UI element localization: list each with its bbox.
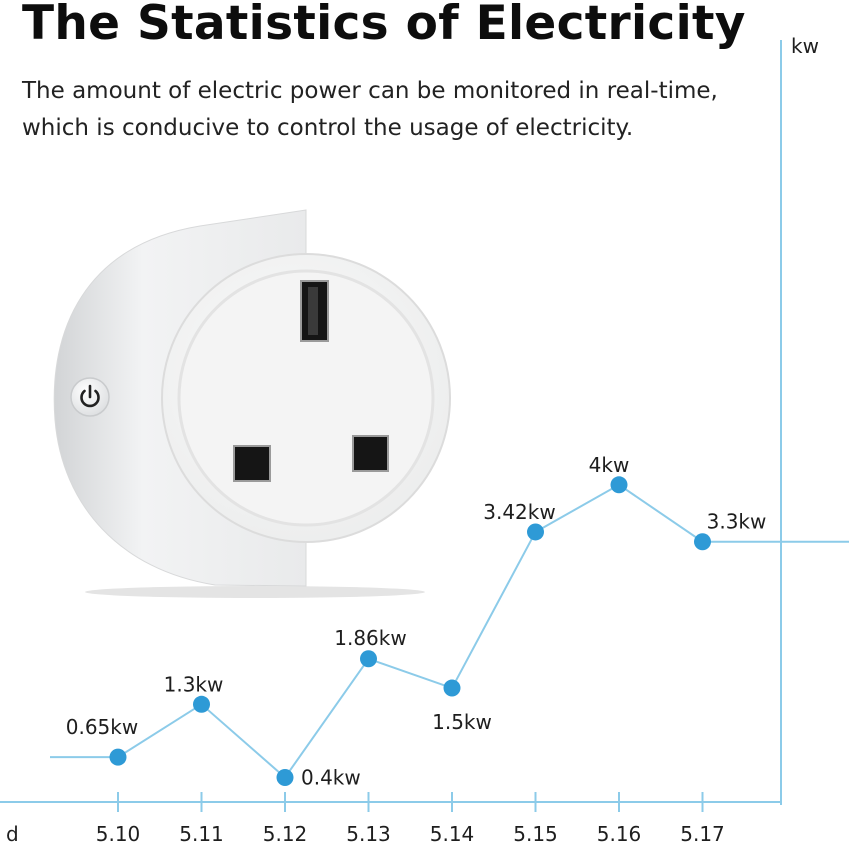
power-icon (80, 384, 100, 408)
data-label: 1.3kw (164, 672, 224, 696)
series-line: 0.65kw 1.3kw 0.4kw 1.86kw 1.5kw 3.42kw 4kw 3.3k… (50, 453, 849, 789)
x-tick-label: 5.12 (263, 822, 308, 846)
x-tick-label: 5.15 (513, 822, 558, 846)
smart-plug-illustration (53, 209, 451, 598)
data-label: 3.42kw (483, 500, 555, 524)
data-label: 1.5kw (432, 710, 492, 734)
x-tick-label: 5.17 (680, 822, 725, 846)
x-tick-label: 5.13 (346, 822, 391, 846)
x-axis-label: d (6, 822, 19, 846)
data-label: 1.86kw (334, 626, 406, 650)
data-point (360, 650, 377, 668)
data-point (276, 768, 294, 786)
data-label: 0.65kw (66, 715, 138, 739)
page-title: The Statistics of Electricity (22, 0, 746, 51)
x-tick-label: 5.14 (430, 822, 475, 846)
data-point (527, 523, 544, 541)
x-tick-label: 5.16 (597, 822, 642, 846)
subtitle-line-1: The amount of electric power can be moni… (22, 78, 718, 104)
data-label: 3.3kw (707, 510, 767, 534)
data-label: 0.4kw (301, 765, 361, 789)
series-path (50, 483, 849, 779)
data-label: 4kw (589, 453, 630, 477)
data-point (694, 533, 711, 551)
neutral-pin-slot (352, 435, 389, 472)
page-subtitle: The amount of electric power can be moni… (22, 73, 782, 147)
x-tick-label: 5.10 (96, 822, 141, 846)
x-tick-label: 5.11 (179, 822, 224, 846)
subtitle-line-2: which is conducive to control the usage … (22, 115, 634, 141)
data-point (610, 476, 628, 494)
data-point (443, 679, 461, 697)
live-pin-slot (233, 445, 271, 482)
plug-shadow (85, 586, 425, 598)
data-point (109, 748, 127, 766)
x-ticks: 5.10 5.11 5.12 5.13 5.14 5.15 5.16 5.17 (96, 792, 725, 846)
data-point (193, 695, 210, 713)
chart-axes: kw d (0, 34, 819, 846)
y-axis-label: kw (791, 34, 819, 58)
